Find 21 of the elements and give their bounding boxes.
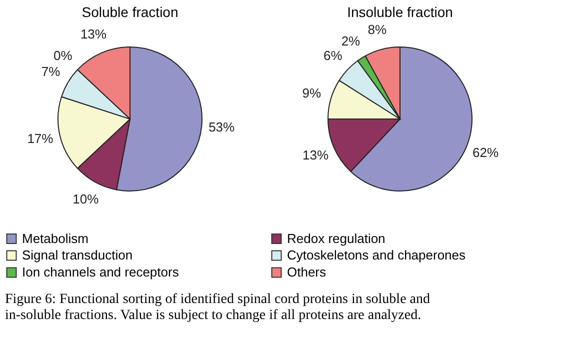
text: 0%	[54, 48, 72, 64]
data-label: 13%	[302, 148, 330, 163]
data-label: 7%	[41, 64, 61, 80]
slice-label: Insoluble fraction	[347, 4, 453, 20]
caption: Figure 6: Functional sorting of identified spinal cord proteins in soluble and in-soluble fractions. Value is subject to change if all proteins are analyzed.	[5, 292, 430, 323]
data-label: 13%	[80, 26, 107, 42]
legend-label: Redox regulation	[287, 230, 386, 246]
legend-label: Ion channels and receptors	[22, 264, 180, 280]
data-label: 53%	[208, 120, 236, 135]
legend-label: Signal transduction	[22, 248, 133, 262]
data-label: 9%	[302, 85, 322, 100]
slice-label: Soluble fraction	[82, 4, 178, 20]
legend-label: Metabolism	[22, 230, 88, 246]
legend-label: Cytoskeletons and chaperones	[287, 248, 466, 262]
data-label: 8%	[368, 22, 387, 37]
data-label: 17%	[27, 131, 54, 146]
data-label: 6%	[324, 48, 343, 64]
data-label: 10%	[72, 192, 100, 207]
data-label: 62%	[472, 144, 499, 160]
legend-label: Others	[287, 264, 327, 280]
data-label: 2%	[341, 33, 361, 48]
